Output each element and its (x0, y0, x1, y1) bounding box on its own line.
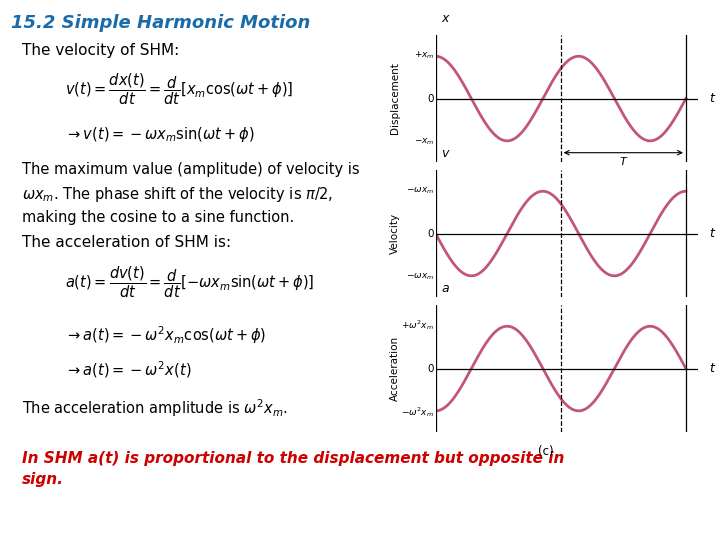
Text: In SHM a(t) is proportional to the displacement but opposite in
sign.: In SHM a(t) is proportional to the displ… (22, 451, 564, 487)
Text: $t$: $t$ (709, 362, 716, 375)
Text: The maximum value (amplitude) of velocity is
$\omega x_m$. The phase shift of th: The maximum value (amplitude) of velocit… (22, 162, 359, 225)
Text: $x$: $x$ (441, 12, 451, 25)
Text: 15.2 Simple Harmonic Motion: 15.2 Simple Harmonic Motion (11, 14, 310, 31)
Text: +$x_m$: +$x_m$ (413, 50, 434, 61)
Text: $t$: $t$ (709, 227, 716, 240)
Text: Displacement: Displacement (390, 63, 400, 134)
Text: $v$: $v$ (441, 147, 451, 160)
Text: (a): (a) (538, 175, 554, 188)
Text: $-\omega x_m$: $-\omega x_m$ (406, 185, 434, 195)
Text: Acceleration: Acceleration (390, 336, 400, 401)
Text: $\rightarrow v(t) = -\omega x_m \sin(\omega t + \phi)$: $\rightarrow v(t) = -\omega x_m \sin(\om… (65, 125, 254, 144)
Text: $v(t) = \dfrac{dx(t)}{dt} = \dfrac{d}{dt}\left[x_m\cos(\omega t+\phi)\right]$: $v(t) = \dfrac{dx(t)}{dt} = \dfrac{d}{dt… (65, 71, 293, 107)
Text: 0: 0 (428, 93, 434, 104)
Text: $a$: $a$ (441, 282, 450, 295)
Text: $-x_m$: $-x_m$ (413, 137, 434, 147)
Text: $a(t) = \dfrac{dv(t)}{dt} = \dfrac{d}{dt}\left[-\omega x_m\sin(\omega t+\phi)\ri: $a(t) = \dfrac{dv(t)}{dt} = \dfrac{d}{dt… (65, 265, 315, 300)
Text: $T$: $T$ (618, 155, 628, 167)
Text: $t$: $t$ (709, 92, 716, 105)
Text: $\rightarrow a(t) = -\omega^2 x(t)$: $\rightarrow a(t) = -\omega^2 x(t)$ (65, 359, 192, 380)
Text: The velocity of SHM:: The velocity of SHM: (22, 43, 179, 58)
Text: $-\omega^2 x_m$: $-\omega^2 x_m$ (402, 405, 434, 418)
Text: $\rightarrow a(t) = -\omega^2 x_m \cos(\omega t+\phi)$: $\rightarrow a(t) = -\omega^2 x_m \cos(\… (65, 324, 266, 346)
Text: (c): (c) (538, 445, 554, 458)
Text: The acceleration amplitude is $\omega^2 x_m$.: The acceleration amplitude is $\omega^2 … (22, 397, 287, 418)
Text: $-\omega x_m$: $-\omega x_m$ (406, 272, 434, 282)
Text: (b): (b) (538, 309, 554, 323)
Text: 0: 0 (428, 228, 434, 239)
Text: 0: 0 (428, 363, 434, 374)
Text: The acceleration of SHM is:: The acceleration of SHM is: (22, 235, 230, 250)
Text: Velocity: Velocity (390, 213, 400, 254)
Text: $+\omega^2 x_m$: $+\omega^2 x_m$ (402, 319, 434, 332)
